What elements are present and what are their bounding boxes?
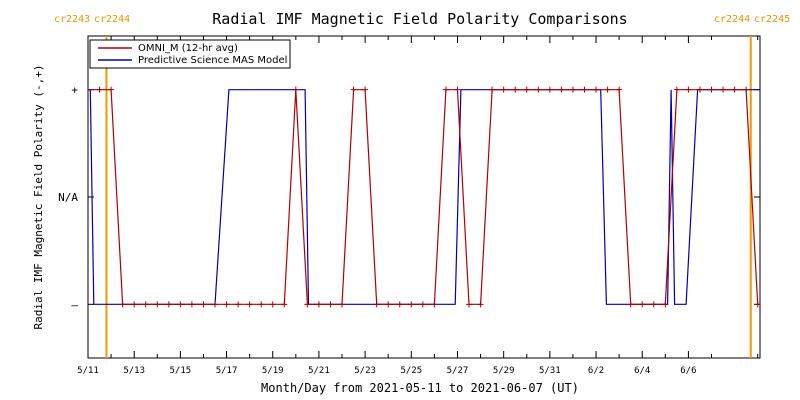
omni-marker [200, 301, 207, 308]
omni-marker [258, 301, 265, 308]
y-tick-label: + [71, 84, 78, 97]
omni-marker [142, 301, 149, 308]
omni-marker [593, 86, 600, 93]
cr-label-right-2: cr2245 [754, 14, 790, 25]
x-axis-label: Month/Day from 2021-05-11 to 2021-06-07 … [261, 381, 579, 395]
omni-marker [165, 301, 172, 308]
x-tick-label: 5/21 [308, 366, 330, 376]
omni-marker [454, 86, 461, 93]
x-tick-label: 5/15 [170, 366, 192, 376]
x-tick-label: 6/6 [680, 366, 696, 376]
x-tick-label: 6/4 [634, 366, 650, 376]
omni-marker [281, 301, 288, 308]
x-tick-label: 5/29 [493, 366, 515, 376]
omni-marker [327, 301, 334, 308]
series-mas-model [88, 89, 760, 305]
x-tick-label: 6/2 [588, 366, 604, 376]
omni-marker [131, 301, 138, 308]
omni-marker [639, 301, 646, 308]
x-tick-label: 5/27 [447, 366, 469, 376]
omni-marker [743, 86, 750, 93]
omni-marker [604, 86, 611, 93]
omni-marker [96, 86, 103, 93]
omni-marker [616, 86, 623, 93]
legend: OMNI_M (12-hr avg) Predictive Science MA… [89, 39, 291, 69]
omni-marker [442, 86, 449, 93]
x-tick-label: 5/25 [400, 366, 422, 376]
omni-marker [581, 86, 588, 93]
omni-marker [419, 301, 426, 308]
plot-frame [87, 35, 761, 359]
omni-marker [188, 301, 195, 308]
y-axis-label: Radial IMF Magnetic Field Polarity (-,+) [32, 65, 45, 330]
series-omni [88, 86, 761, 308]
x-tick-label: 5/23 [354, 366, 376, 376]
omni-marker [431, 301, 438, 308]
omni-marker [108, 86, 115, 93]
x-tick-label: 5/13 [123, 366, 145, 376]
x-axis: 5/11 5/13 5/15 5/17 5/19 5/21 5/23 5/25 5/27 5/29… [77, 36, 759, 376]
omni-marker [223, 301, 230, 308]
x-tick-label: 5/31 [539, 366, 561, 376]
legend-label-omni: OMNI_M (12-hr avg) [138, 43, 238, 54]
omni-marker [754, 301, 761, 308]
omni-marker [512, 86, 519, 93]
mas-line [88, 89, 760, 305]
legend-label-mas: Predictive Science MAS Model [138, 55, 287, 66]
omni-marker [315, 301, 322, 308]
cr-label-left-1: cr2243 [54, 14, 90, 25]
cr-label-right-1: cr2244 [94, 14, 130, 25]
y-tick-label: – [71, 298, 78, 311]
omni-marker [292, 86, 299, 93]
carrington-lines [105, 36, 752, 358]
omni-marker [119, 301, 126, 308]
omni-marker [269, 301, 276, 308]
x-tick-label: 5/17 [216, 366, 238, 376]
omni-marker [396, 301, 403, 308]
omni-marker [339, 301, 346, 308]
omni-marker [523, 86, 530, 93]
omni-marker [627, 301, 634, 308]
carrington-labels: cr2243 cr2244 cr2244 cr2245 [54, 14, 790, 25]
omni-marker [246, 301, 253, 308]
omni-marker [235, 301, 242, 308]
y-axis: + N/A – [58, 84, 760, 311]
omni-marker [212, 301, 219, 308]
omni-marker [500, 86, 507, 93]
omni-marker [696, 86, 703, 93]
omni-marker [350, 86, 357, 93]
omni-marker [373, 301, 380, 308]
omni-marker [662, 301, 669, 308]
omni-marker [673, 86, 680, 93]
x-tick-label: 5/19 [262, 366, 284, 376]
omni-marker [650, 301, 657, 308]
omni-marker [154, 301, 161, 308]
omni-marker [385, 301, 392, 308]
omni-marker [466, 301, 473, 308]
omni-marker [477, 301, 484, 308]
legend-box [89, 39, 291, 69]
cr-label-left-2: cr2244 [714, 14, 750, 25]
chart-title: Radial IMF Magnetic Field Polarity Compa… [212, 10, 627, 28]
omni-marker [720, 86, 727, 93]
omni-line [88, 89, 759, 305]
omni-marker [304, 301, 311, 308]
omni-marker [731, 86, 738, 93]
omni-marker [489, 86, 496, 93]
omni-marker [569, 86, 576, 93]
omni-marker [558, 86, 565, 93]
omni-marker [546, 86, 553, 93]
omni-marker [408, 301, 415, 308]
omni-marker [362, 86, 369, 93]
omni-marker [685, 86, 692, 93]
omni-marker [535, 86, 542, 93]
omni-marker [708, 86, 715, 93]
y-tick-label: N/A [58, 191, 78, 204]
omni-marker [177, 301, 184, 308]
x-tick-label: 5/11 [77, 366, 99, 376]
